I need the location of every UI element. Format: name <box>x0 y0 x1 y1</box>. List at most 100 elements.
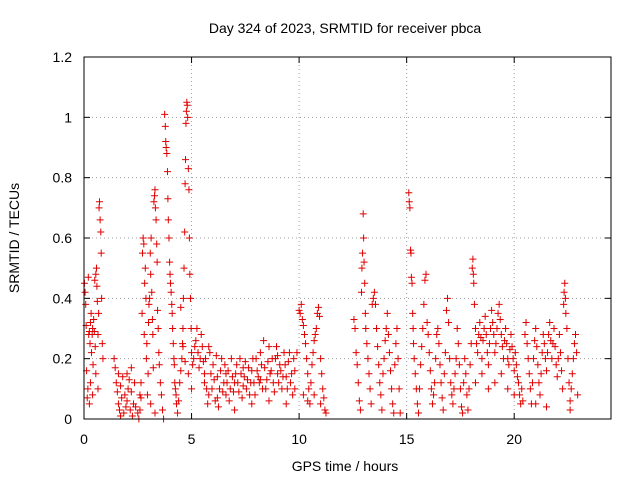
data-point <box>169 325 177 332</box>
data-point <box>356 406 364 414</box>
data-point <box>482 331 490 339</box>
data-point <box>420 300 428 308</box>
data-point <box>378 406 386 414</box>
data-point <box>228 373 236 381</box>
data-point <box>89 391 97 399</box>
data-point <box>534 361 542 369</box>
data-point <box>127 364 135 372</box>
data-point <box>354 379 362 387</box>
data-point <box>161 122 169 130</box>
data-point <box>480 325 488 332</box>
data-point <box>519 397 527 405</box>
data-point <box>93 282 101 290</box>
data-point <box>148 288 156 296</box>
data-point <box>469 255 477 263</box>
data-point <box>318 370 326 378</box>
data-point <box>138 309 146 317</box>
data-point <box>454 340 462 348</box>
data-point <box>463 391 471 399</box>
data-point <box>478 355 486 363</box>
data-point <box>239 364 247 372</box>
data-point <box>168 300 176 308</box>
data-point <box>242 385 250 393</box>
data-point <box>439 406 447 414</box>
data-point <box>222 370 230 378</box>
axis-ticks: 0 0.2 0.4 0.6 0.8 1 1.2 0 5 10 15 20 <box>53 49 611 447</box>
data-point <box>182 107 190 115</box>
data-point <box>440 370 448 378</box>
data-point <box>554 355 562 363</box>
data-point <box>248 400 256 408</box>
data-point <box>268 355 276 363</box>
data-point <box>350 315 358 323</box>
data-point <box>355 397 363 405</box>
data-point <box>377 391 385 399</box>
data-point <box>550 325 558 332</box>
data-point <box>555 331 563 339</box>
data-point <box>219 388 227 396</box>
data-point <box>291 367 299 375</box>
data-point <box>163 150 171 158</box>
data-point <box>114 400 122 408</box>
data-point <box>198 343 206 351</box>
data-point <box>140 331 148 339</box>
data-point <box>387 367 395 375</box>
data-point <box>540 340 548 348</box>
data-point <box>181 358 189 366</box>
data-point <box>551 343 559 351</box>
data-point <box>227 355 235 363</box>
data-point <box>408 279 416 287</box>
data-point <box>455 361 463 369</box>
data-point <box>163 168 171 176</box>
data-point <box>88 349 96 357</box>
data-point <box>494 309 502 317</box>
data-point <box>257 361 265 369</box>
data-point <box>536 391 544 399</box>
data-point <box>188 385 196 393</box>
data-point <box>525 370 533 378</box>
data-point <box>438 394 446 402</box>
data-point <box>172 391 180 399</box>
data-point <box>299 321 307 329</box>
data-point <box>552 361 560 369</box>
data-point <box>464 406 472 414</box>
y-axis-label: SRMTID / TECUs <box>6 183 22 293</box>
data-point <box>289 391 297 399</box>
data-point <box>406 204 414 212</box>
data-point <box>113 388 121 396</box>
data-point <box>421 276 429 284</box>
data-point <box>213 373 221 381</box>
data-point <box>265 397 273 405</box>
data-point <box>442 306 450 314</box>
data-point <box>304 397 312 405</box>
data-point <box>184 113 192 121</box>
data-point <box>182 156 190 164</box>
data-point <box>154 325 162 332</box>
data-point <box>297 300 305 308</box>
data-point <box>123 370 131 378</box>
data-point <box>384 331 392 339</box>
data-point <box>352 349 360 357</box>
data-point <box>182 119 190 127</box>
data-point <box>395 385 403 393</box>
data-point <box>208 385 216 393</box>
data-point <box>155 361 163 369</box>
data-point <box>165 234 173 242</box>
data-point <box>566 397 574 405</box>
data-point <box>183 101 191 109</box>
data-point <box>392 340 400 348</box>
data-point <box>146 294 154 302</box>
data-point <box>98 294 106 302</box>
data-point <box>275 379 283 387</box>
data-point <box>492 340 500 348</box>
data-point <box>413 400 421 408</box>
data-point <box>502 325 510 332</box>
data-point <box>95 309 103 317</box>
data-point <box>374 343 382 351</box>
data-point <box>143 391 151 399</box>
data-point <box>144 370 152 378</box>
data-point <box>510 391 518 399</box>
data-point <box>545 331 553 339</box>
data-point <box>120 409 128 417</box>
data-point <box>202 355 210 363</box>
